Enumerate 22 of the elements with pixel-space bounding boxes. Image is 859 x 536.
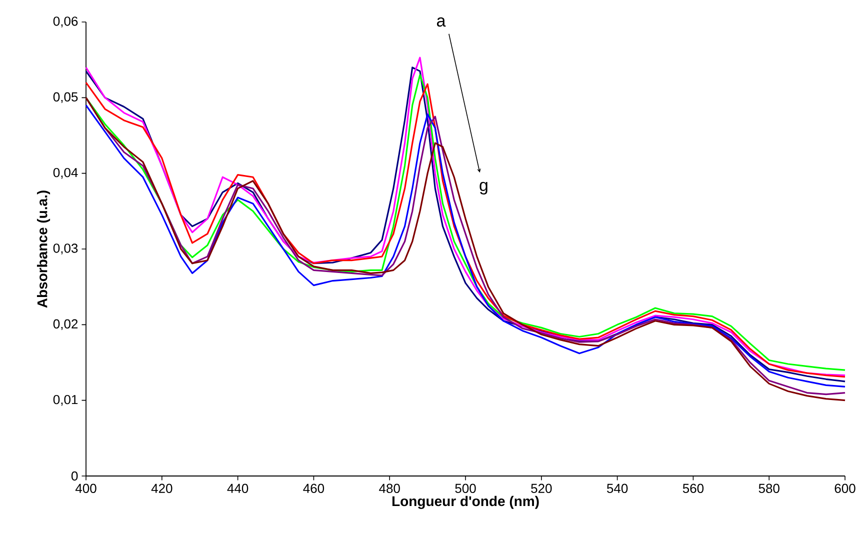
x-tick-label: 500: [455, 484, 476, 494]
x-tick-label: 440: [227, 484, 248, 494]
y-tick-label: 0,04: [53, 168, 78, 179]
x-tick-label: 420: [151, 484, 172, 494]
x-tick-label: 520: [531, 484, 552, 494]
y-tick-label: 0,02: [53, 319, 78, 330]
y-tick-label: 0: [71, 471, 78, 481]
x-tick-label: 600: [834, 484, 856, 494]
x-tick-label: 460: [303, 484, 324, 494]
x-axis-title: Longueur d'onde (nm): [392, 496, 539, 509]
y-tick-label: 0,03: [53, 244, 78, 254]
annotation: g: [480, 182, 488, 194]
x-tick-label: 400: [75, 484, 96, 494]
y-tick-label: 0,06: [53, 16, 78, 28]
x-tick-label: 560: [682, 484, 704, 494]
y-tick-label: 0,05: [53, 92, 78, 104]
x-tick-label: 480: [379, 484, 400, 494]
y-tick-label: 0,01: [53, 394, 78, 406]
x-tick-label: 540: [606, 484, 628, 494]
annotation: a: [436, 17, 446, 27]
x-tick-label: 580: [758, 484, 780, 494]
y-axis-title: Absorbance (u.a.): [36, 190, 50, 308]
